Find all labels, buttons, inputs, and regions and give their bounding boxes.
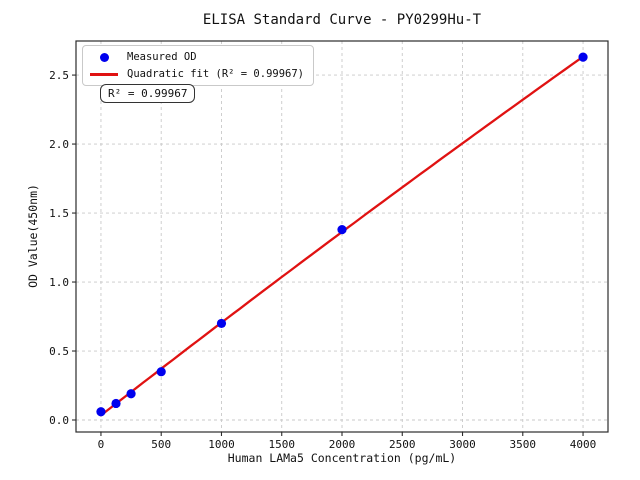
x-axis-label: Human LAMa5 Concentration (pg/mL) xyxy=(227,451,457,465)
r-squared-annotation: R² = 0.99967 xyxy=(100,84,196,103)
y-tick-label: 1.0 xyxy=(49,276,69,289)
x-tick-label: 500 xyxy=(151,438,171,451)
y-axis-label: OD Value(450nm) xyxy=(26,184,40,288)
y-tick-label: 1.5 xyxy=(49,207,69,220)
x-tick-label: 3500 xyxy=(510,438,537,451)
x-tick-label: 4000 xyxy=(570,438,597,451)
data-point xyxy=(216,318,227,329)
data-point xyxy=(126,389,136,399)
y-tick-label: 2.0 xyxy=(49,138,69,151)
legend-label: Quadratic fit (R² = 0.99967) xyxy=(127,68,305,80)
x-tick-label: 1000 xyxy=(208,438,235,451)
data-point xyxy=(337,225,347,235)
y-tick-label: 0.5 xyxy=(49,345,69,358)
chart-title: ELISA Standard Curve - PY0299Hu-T xyxy=(202,12,482,28)
x-tick-label: 3000 xyxy=(449,438,476,451)
y-tick-label: 2.5 xyxy=(49,69,69,82)
y-tick-label: 0.0 xyxy=(49,414,69,427)
data-point xyxy=(111,398,121,409)
legend: Measured OD Quadratic fit (R² = 0.99967) xyxy=(82,45,315,86)
x-tick-label: 2000 xyxy=(329,438,356,451)
legend-label: Measured OD xyxy=(127,51,197,63)
data-point xyxy=(96,407,106,417)
legend-item-quadratic-fit: Quadratic fit (R² = 0.99967) xyxy=(89,67,304,81)
legend-marker-cell xyxy=(89,72,119,76)
data-point xyxy=(156,367,166,377)
x-tick-label: 2500 xyxy=(389,438,416,451)
x-tick-label: 1500 xyxy=(268,438,295,451)
data-point xyxy=(578,52,588,62)
legend-item-measured-od: Measured OD xyxy=(89,50,304,64)
fit-line-icon xyxy=(90,72,118,76)
legend-marker-cell xyxy=(89,52,119,62)
scatter-dot-icon xyxy=(99,52,109,62)
x-tick-label: 0 xyxy=(98,438,105,451)
